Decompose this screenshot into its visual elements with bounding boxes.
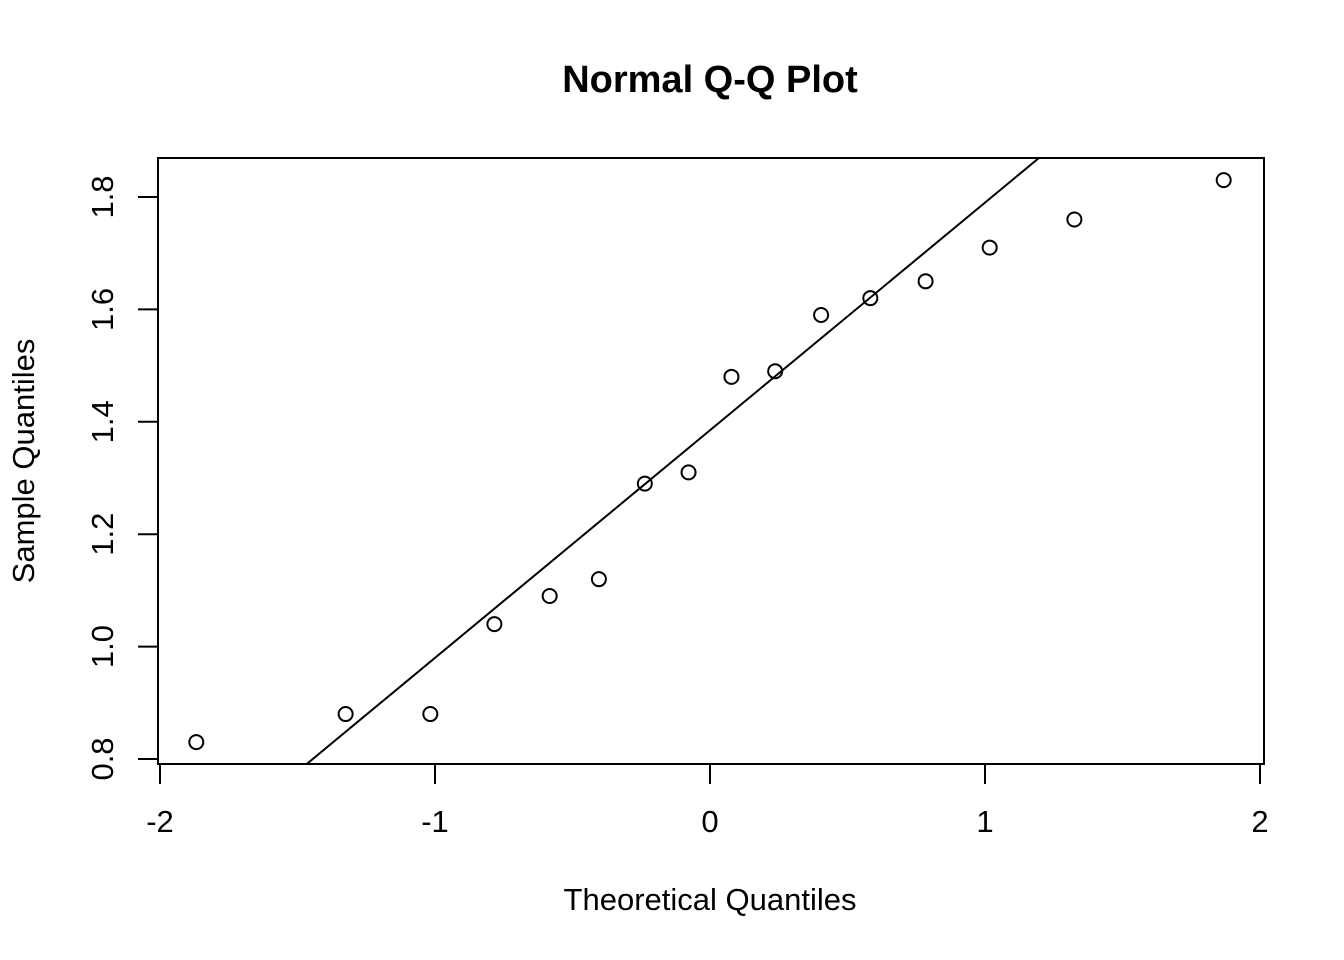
qq-reference-line [305,158,1041,764]
data-point [981,239,998,256]
y-tick-label: 1.4 [85,400,120,443]
plot-frame [157,157,1265,765]
y-tick-label: 1.2 [85,513,120,556]
data-point [862,290,879,307]
data-point [813,307,830,324]
data-point [422,706,439,723]
data-point [541,588,558,605]
chart-title: Normal Q-Q Plot [562,59,858,101]
data-point [1066,211,1083,228]
y-axis-label: Sample Quantiles [6,339,41,584]
y-tick-label: 1.6 [85,288,120,331]
data-point [1215,172,1232,189]
data-point [917,273,934,290]
x-tick-label: 2 [1251,804,1268,839]
data-point [636,475,653,492]
x-axis: -2 -1 0 1 2 [146,763,1269,839]
data-point [723,368,740,385]
data-point [767,363,784,380]
y-axis: 0.8 1.0 1.2 1.4 1.6 1.8 [85,175,159,781]
x-tick-label: 0 [701,804,718,839]
data-point [486,616,503,633]
data-point [590,571,607,588]
data-point [188,734,205,751]
x-tick-label: 1 [976,804,993,839]
x-tick-label: -2 [146,804,174,839]
data-point [680,464,697,481]
x-axis-label: Theoretical Quantiles [564,882,857,917]
y-tick-label: 1.8 [85,175,120,218]
x-tick-label: -1 [421,804,449,839]
data-points [188,172,1232,751]
y-tick-label: 1.0 [85,625,120,668]
y-tick-label: 0.8 [85,737,120,780]
data-point [337,706,354,723]
